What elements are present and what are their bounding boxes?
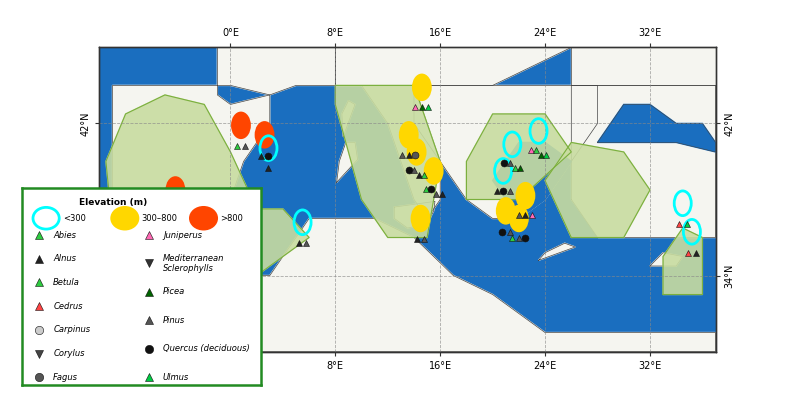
Polygon shape <box>342 101 355 137</box>
Circle shape <box>256 122 273 147</box>
Polygon shape <box>335 47 572 85</box>
Circle shape <box>111 207 138 229</box>
Circle shape <box>510 206 527 231</box>
Polygon shape <box>152 209 309 314</box>
Polygon shape <box>217 47 335 95</box>
Polygon shape <box>335 85 440 218</box>
Text: Picea: Picea <box>163 288 185 296</box>
Text: Elevation (m): Elevation (m) <box>79 198 147 207</box>
Polygon shape <box>414 85 598 218</box>
Text: 300–800: 300–800 <box>142 214 177 223</box>
Text: Alnus: Alnus <box>53 254 76 263</box>
Text: Carpinus: Carpinus <box>53 325 91 334</box>
Circle shape <box>400 122 417 147</box>
Text: Pinus: Pinus <box>163 316 185 325</box>
Polygon shape <box>663 228 703 295</box>
Circle shape <box>413 75 430 100</box>
Text: Quercus (deciduous): Quercus (deciduous) <box>163 344 250 353</box>
Polygon shape <box>545 143 650 237</box>
Polygon shape <box>650 253 683 266</box>
Circle shape <box>517 183 534 208</box>
Circle shape <box>425 159 442 183</box>
Circle shape <box>412 206 429 231</box>
Text: Corylus: Corylus <box>53 349 85 358</box>
Polygon shape <box>106 95 257 276</box>
Circle shape <box>497 199 514 223</box>
Polygon shape <box>598 104 716 152</box>
Polygon shape <box>538 243 576 260</box>
Polygon shape <box>467 114 572 199</box>
Circle shape <box>190 207 216 229</box>
Polygon shape <box>394 201 435 228</box>
Text: Ulmus: Ulmus <box>163 373 189 382</box>
Polygon shape <box>335 85 440 237</box>
Polygon shape <box>112 85 270 256</box>
Circle shape <box>176 199 193 223</box>
Text: Cedrus: Cedrus <box>53 302 83 310</box>
Text: >800: >800 <box>220 214 243 223</box>
Text: Juniperus: Juniperus <box>163 231 202 239</box>
Polygon shape <box>493 143 572 218</box>
Circle shape <box>232 113 250 138</box>
Polygon shape <box>99 218 716 352</box>
Polygon shape <box>572 47 716 85</box>
Circle shape <box>111 260 127 284</box>
Text: Betula: Betula <box>53 278 80 287</box>
Circle shape <box>167 178 184 202</box>
Circle shape <box>408 139 425 164</box>
Polygon shape <box>336 143 358 182</box>
Text: Fagus: Fagus <box>53 373 78 382</box>
Text: <300: <300 <box>63 214 86 223</box>
Text: Mediterranean
Sclerophylls: Mediterranean Sclerophylls <box>163 254 224 273</box>
Text: Abies: Abies <box>53 231 76 239</box>
Polygon shape <box>572 85 716 237</box>
